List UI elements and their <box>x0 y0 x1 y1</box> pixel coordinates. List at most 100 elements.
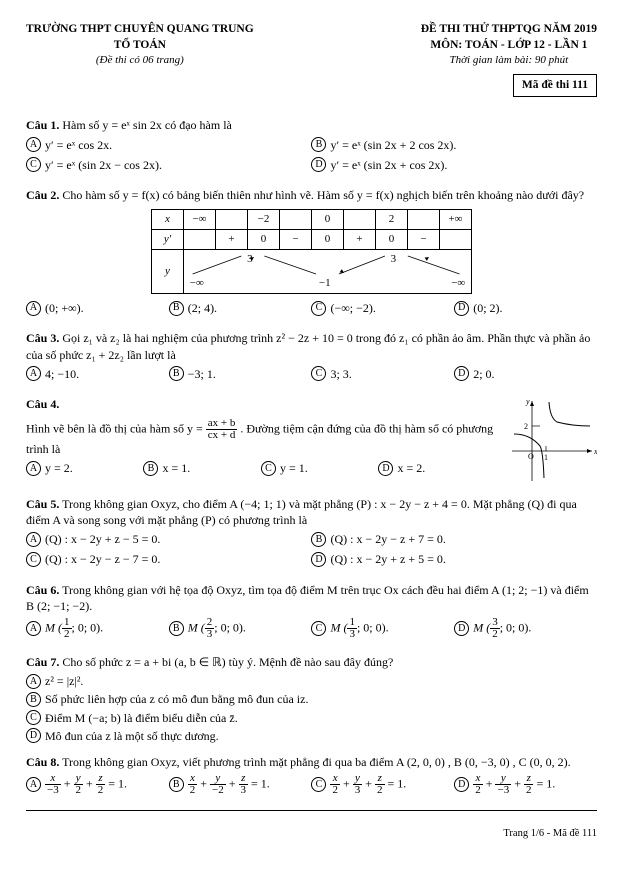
opt-text: x−3 + y2 + z2 = 1. <box>45 773 127 796</box>
choice-icon: A <box>26 301 41 316</box>
exam-duration: Thời gian làm bài: 90 phút <box>421 53 597 68</box>
tbl-cell: 0 <box>248 230 280 250</box>
q8-opt-b: Bx2 + y−2 + z3 = 1. <box>169 773 300 796</box>
q3-opt-a: A 4; −10. <box>26 366 157 382</box>
q2-b-text: (2; 4). <box>188 300 217 316</box>
q7-label: Câu 7. <box>26 655 59 669</box>
exam-subject: MÔN: TOÁN - LỚP 12 - LẦN 1 <box>421 38 597 54</box>
graph-ytick: 2 <box>524 422 528 431</box>
q6-label: Câu 6. <box>26 583 59 597</box>
q2-opt-d: D (0; 2). <box>454 300 585 316</box>
q3-text: Gọi z₁ và z₂ là hai nghiệm của phương tr… <box>26 331 590 361</box>
q8-opt-c: Cx2 + y3 + z2 = 1. <box>311 773 442 796</box>
choice-icon: A <box>26 366 41 381</box>
tbl-cell <box>408 210 440 230</box>
q3-a-text: 4; −10. <box>45 366 79 382</box>
question-4: Câu 4. x y O 2 1 Hình vẽ bên là đồ thị c… <box>26 396 597 486</box>
choice-icon: C <box>311 621 326 636</box>
choice-icon: A <box>26 137 41 152</box>
choice-icon: D <box>311 157 326 172</box>
tbl-val: −1 <box>319 276 331 291</box>
footer: Trang 1/6 - Mã đề 111 <box>26 827 597 841</box>
tbl-cell: y′ <box>152 230 184 250</box>
q4-c-text: y = 1. <box>280 460 308 476</box>
opt-text: M (32; 0; 0). <box>473 617 531 640</box>
q1-opt-d: Dy′ = eˣ (sin 2x + cos 2x). <box>311 157 585 173</box>
q2-text: Cho hàm số y = f(x) có bảng biến thiên n… <box>59 188 584 202</box>
footer-divider <box>26 810 597 813</box>
choice-icon: B <box>169 366 184 381</box>
opt-text: M (23; 0; 0). <box>188 617 246 640</box>
q7-b-text: Số phức liên hợp của z có mô đun bằng mô… <box>45 691 308 707</box>
choice-icon: D <box>454 621 469 636</box>
q1-opt-a: Ay′ = eˣ cos 2x. <box>26 137 300 153</box>
q2-c-text: (−∞; −2). <box>330 300 375 316</box>
choice-icon: A <box>26 532 41 547</box>
question-7: Câu 7. Cho số phức z = a + bi (a, b ∈ ℝ)… <box>26 654 597 744</box>
choice-icon: C <box>261 461 276 476</box>
tbl-cell: 0 <box>376 230 408 250</box>
q1-label: Câu 1. <box>26 118 59 132</box>
choice-icon: B <box>311 532 326 547</box>
choice-icon: C <box>26 157 41 172</box>
question-3: Câu 3. Gọi z₁ và z₂ là hai nghiệm của ph… <box>26 330 597 386</box>
q2-opt-b: B (2; 4). <box>169 300 300 316</box>
tbl-cell: 0 <box>312 230 344 250</box>
choice-icon: D <box>311 552 326 567</box>
q1-opt-b: By′ = eˣ (sin 2x + 2 cos 2x). <box>311 137 585 153</box>
q7-c-text: Điểm M (−a; b) là điểm biểu diễn của z̄. <box>45 710 238 726</box>
q7-d-text: Mô đun của z là một số thực dương. <box>45 728 219 744</box>
tbl-cell: − <box>280 230 312 250</box>
opt-text: M (12; 0; 0). <box>45 617 103 640</box>
choice-icon: B <box>169 621 184 636</box>
q1-text: Hàm số y = eˣ sin 2x có đạo hàm là <box>59 118 232 132</box>
q7-opt-a: Az² = |z|². <box>26 673 579 689</box>
choice-icon: C <box>26 710 41 725</box>
tbl-cell: + <box>344 230 376 250</box>
tbl-cell <box>216 210 248 230</box>
q3-c-text: 3; 3. <box>330 366 351 382</box>
q5-opt-b: B(Q) : x − 2y − z + 7 = 0. <box>311 531 585 547</box>
q7-opt-c: C Điểm M (−a; b) là điểm biểu diễn của z̄… <box>26 710 579 726</box>
q4-opt-c: Cy = 1. <box>261 460 369 476</box>
choice-icon: B <box>311 137 326 152</box>
q6-opt-c: CM (13; 0; 0). <box>311 617 442 640</box>
q3-opt-c: C 3; 3. <box>311 366 442 382</box>
choice-icon: A <box>26 461 41 476</box>
opt-text: x2 + y−2 + z3 = 1. <box>188 773 270 796</box>
exam-title: ĐỀ THI THỬ THPTQG NĂM 2019 <box>421 22 597 38</box>
choice-icon: C <box>26 552 41 567</box>
tbl-cell: −∞ <box>184 210 216 230</box>
choice-icon: D <box>454 301 469 316</box>
q5-d-text: (Q) : x − 2y + z + 5 = 0. <box>330 551 445 567</box>
tbl-cell <box>440 230 472 250</box>
q5-opt-a: A(Q) : x − 2y + z − 5 = 0. <box>26 531 300 547</box>
q3-label: Câu 3. <box>26 331 59 345</box>
choice-icon: C <box>311 366 326 381</box>
opt-text: x2 + y3 + z2 = 1. <box>330 773 406 796</box>
q2-d-text: (0; 2). <box>473 300 502 316</box>
header-right: ĐỀ THI THỬ THPTQG NĂM 2019 MÔN: TOÁN - L… <box>421 22 597 68</box>
q1-a-text: y′ = eˣ cos 2x. <box>45 137 112 153</box>
q2-a-text: (0; +∞). <box>45 300 84 316</box>
q6-opt-d: D M (32; 0; 0). <box>454 617 585 640</box>
dept-name: TỔ TOÁN <box>26 38 254 54</box>
choice-icon: C <box>311 777 326 792</box>
q3-opt-d: D2; 0. <box>454 366 585 382</box>
tbl-cell <box>280 210 312 230</box>
q4-b-text: x = 1. <box>162 460 190 476</box>
variation-table: x−∞−202+∞ y′+0−0+0− y 3 3 −∞ −1 −∞ <box>151 209 472 294</box>
q5-label: Câu 5. <box>26 497 59 511</box>
svg-text:y: y <box>525 397 530 406</box>
q8-opt-d: Dx2 + y−3 + z2 = 1. <box>454 773 585 796</box>
choice-icon: B <box>169 301 184 316</box>
q2-opt-c: C(−∞; −2). <box>311 300 442 316</box>
tbl-val: −∞ <box>451 276 465 291</box>
choice-icon: B <box>26 692 41 707</box>
tbl-cell: − <box>408 230 440 250</box>
tbl-cell: 0 <box>312 210 344 230</box>
tbl-cell: +∞ <box>440 210 472 230</box>
q6-opt-b: B M (23; 0; 0). <box>169 617 300 640</box>
school-name: TRƯỜNG THPT CHUYÊN QUANG TRUNG <box>26 22 254 38</box>
tbl-cell <box>184 230 216 250</box>
